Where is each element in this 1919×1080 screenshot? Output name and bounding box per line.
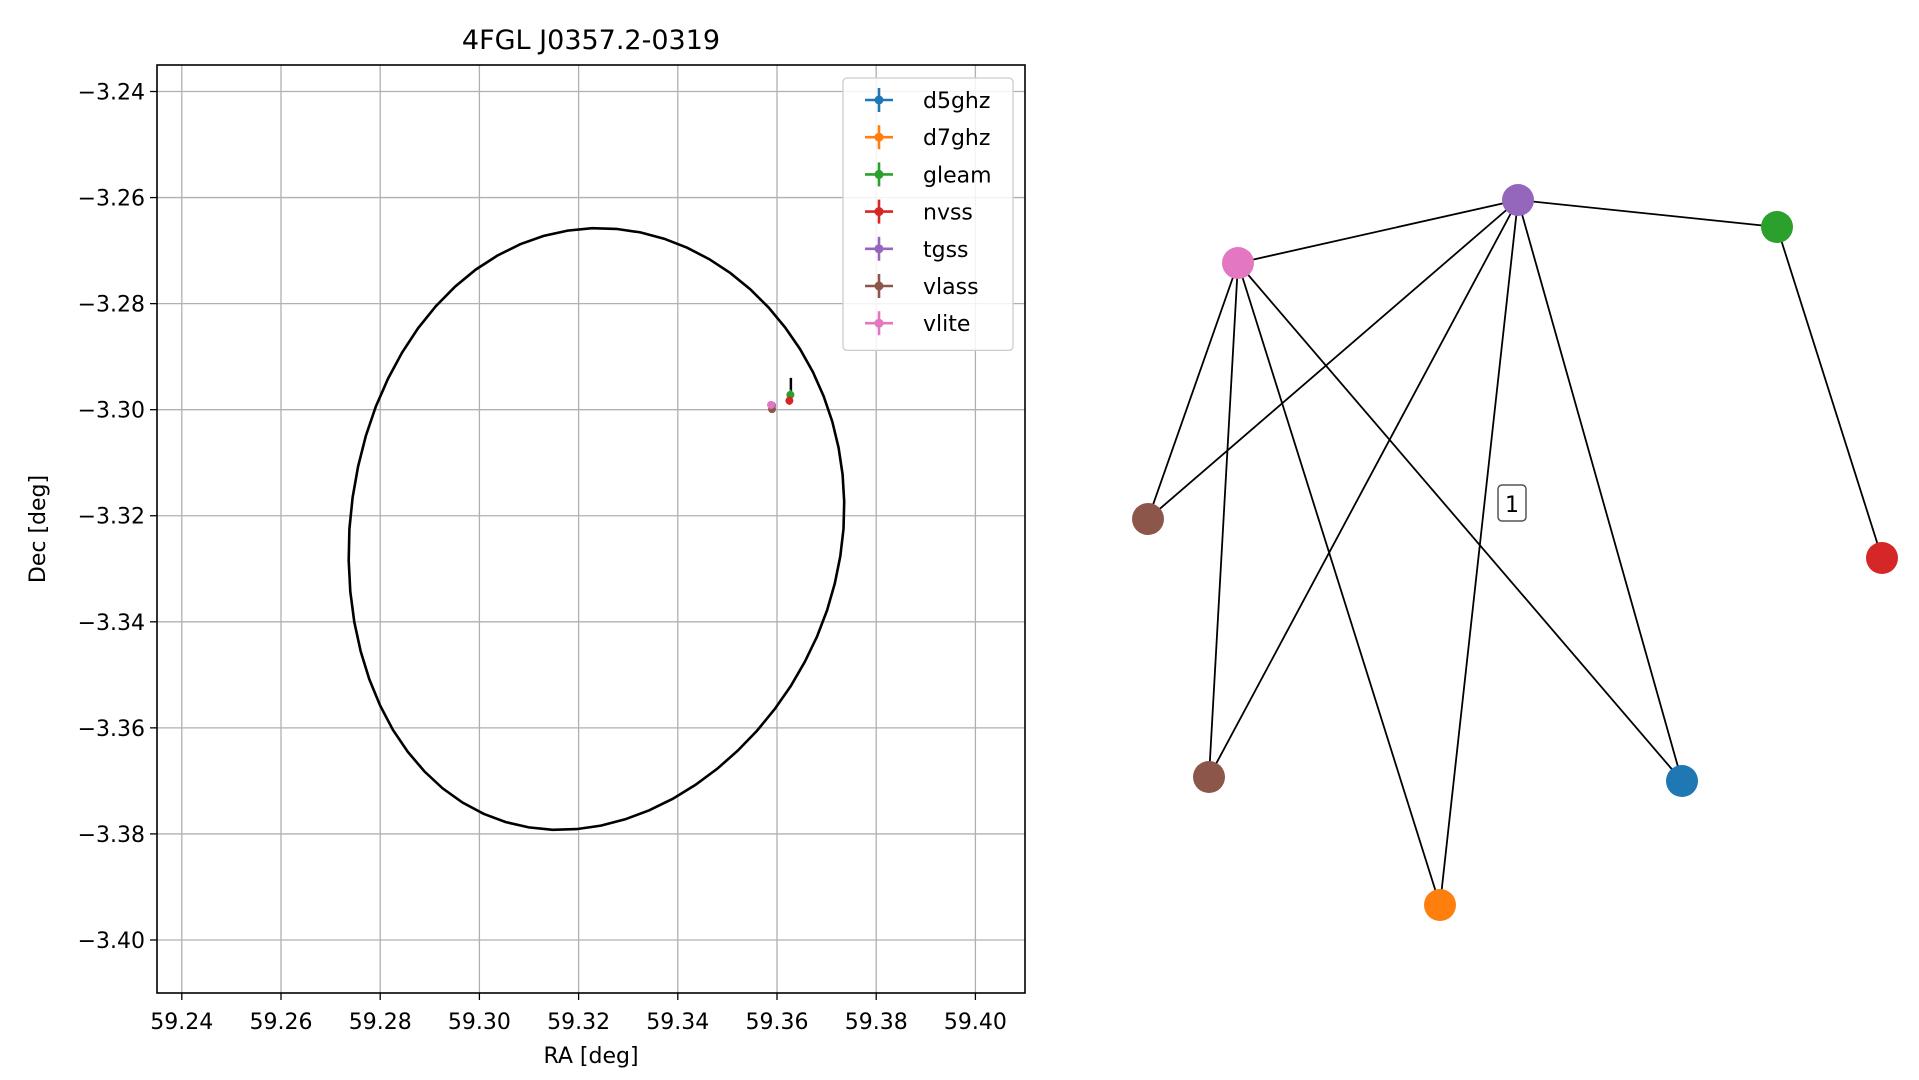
edge-tgss-vlass_a bbox=[1147, 199, 1519, 520]
node-gleam bbox=[1761, 211, 1793, 243]
y-tick-label: −3.38 bbox=[78, 823, 145, 848]
y-tick-label: −3.34 bbox=[78, 611, 145, 636]
legend-swatch-dot bbox=[874, 281, 884, 291]
x-tick-label: 59.34 bbox=[646, 1010, 709, 1035]
y-tick-label: −3.32 bbox=[78, 505, 145, 530]
edge-label-text: 1 bbox=[1505, 493, 1519, 518]
edge-gleam-nvss bbox=[1776, 226, 1883, 559]
network-panel: 1 bbox=[1132, 184, 1898, 921]
legend-label: d7ghz bbox=[923, 126, 990, 151]
legend-swatch-dot bbox=[874, 132, 884, 142]
point-nvss bbox=[785, 396, 794, 405]
x-tick-label: 59.36 bbox=[746, 1010, 809, 1035]
edge-tgss-gleam bbox=[1517, 199, 1778, 228]
x-axis-ticks: 59.24 59.26 59.28 59.30 59.32 59.34 59.36 59.38… bbox=[150, 993, 1007, 1035]
x-axis-label: RA [deg] bbox=[543, 1044, 638, 1069]
x-tick-label: 59.30 bbox=[448, 1010, 511, 1035]
localization-ellipse bbox=[347, 226, 846, 832]
scatter-panel: 59.24 59.26 59.28 59.30 59.32 59.34 59.36 59.38… bbox=[26, 25, 1026, 1069]
x-tick-label: 59.40 bbox=[944, 1010, 1007, 1035]
edge-vlite-vlass_b bbox=[1208, 262, 1239, 778]
y-tick-label: −3.36 bbox=[78, 717, 145, 742]
legend-entry-tgss: tgss bbox=[865, 236, 969, 263]
legend-entry-vlite: vlite bbox=[865, 311, 970, 337]
graph-edges bbox=[1147, 199, 1883, 906]
ellipse-layer bbox=[347, 226, 846, 832]
y-tick-label: −3.28 bbox=[78, 293, 145, 318]
y-axis-ticks: −3.24 −3.26 −3.28 −3.30 −3.32 −3.34 −3.36 −3.38… bbox=[78, 81, 157, 954]
edge-label-box bbox=[1497, 484, 1527, 522]
node-d7ghz bbox=[1424, 889, 1456, 921]
legend-entry-d7ghz: d7ghz bbox=[865, 125, 990, 151]
x-tick-label: 59.32 bbox=[547, 1010, 610, 1035]
node-tgss bbox=[1502, 184, 1534, 216]
legend-swatch-dot bbox=[874, 244, 884, 254]
node-nvss bbox=[1866, 542, 1898, 574]
y-tick-label: −3.30 bbox=[78, 399, 145, 424]
edge-tgss-d7ghz bbox=[1439, 199, 1519, 906]
edge-label: 1 bbox=[1497, 484, 1527, 522]
legend-label: tgss bbox=[923, 238, 969, 263]
point-marker bbox=[785, 396, 794, 405]
legend-label: gleam bbox=[923, 163, 992, 188]
node-d5ghz bbox=[1666, 765, 1698, 797]
legend-entry-gleam: gleam bbox=[865, 162, 992, 188]
node-vlass_b bbox=[1193, 761, 1225, 793]
legend-swatch-dot bbox=[874, 318, 884, 328]
y-tick-label: −3.26 bbox=[78, 187, 145, 212]
y-tick-label: −3.24 bbox=[78, 81, 145, 106]
legend: d5ghz d7ghz gleam nvss tgss vlass vlite bbox=[842, 77, 1014, 352]
edge-vlite-d5ghz bbox=[1237, 262, 1683, 782]
node-vlite bbox=[1222, 247, 1254, 279]
edge-tgss-d5ghz bbox=[1517, 199, 1683, 782]
node-vlass_a bbox=[1132, 503, 1164, 535]
legend-swatch-dot bbox=[874, 95, 884, 105]
point-marker bbox=[767, 400, 776, 409]
edge-vlite-tgss bbox=[1237, 199, 1519, 264]
y-axis-label: Dec [deg] bbox=[26, 475, 51, 583]
x-tick-label: 59.28 bbox=[349, 1010, 412, 1035]
legend-entry-d5ghz: d5ghz bbox=[865, 88, 990, 114]
legend-label: nvss bbox=[923, 201, 973, 226]
legend-entry-nvss: nvss bbox=[865, 199, 973, 226]
legend-swatch-dot bbox=[874, 207, 884, 217]
x-tick-label: 59.26 bbox=[250, 1010, 313, 1035]
plot-frame bbox=[156, 64, 1026, 994]
edge-tgss-vlass_b bbox=[1208, 199, 1519, 778]
legend-entry-vlass: vlass bbox=[865, 274, 979, 300]
edge-vlite-d7ghz bbox=[1237, 262, 1441, 906]
y-tick-label: −3.40 bbox=[78, 929, 145, 954]
legend-swatch-dot bbox=[874, 169, 884, 179]
data-points bbox=[767, 377, 795, 414]
x-tick-label: 59.38 bbox=[845, 1010, 908, 1035]
legend-box bbox=[842, 77, 1014, 352]
point-vlite bbox=[767, 400, 776, 409]
legend-label: d5ghz bbox=[923, 89, 990, 114]
graph-nodes bbox=[1132, 184, 1898, 921]
legend-label: vlass bbox=[923, 275, 979, 300]
chart-title: 4FGL J0357.2-0319 bbox=[462, 25, 720, 56]
edge-vlite-vlass_a bbox=[1147, 262, 1239, 520]
legend-label: vlite bbox=[923, 312, 970, 337]
x-tick-label: 59.24 bbox=[150, 1010, 213, 1035]
